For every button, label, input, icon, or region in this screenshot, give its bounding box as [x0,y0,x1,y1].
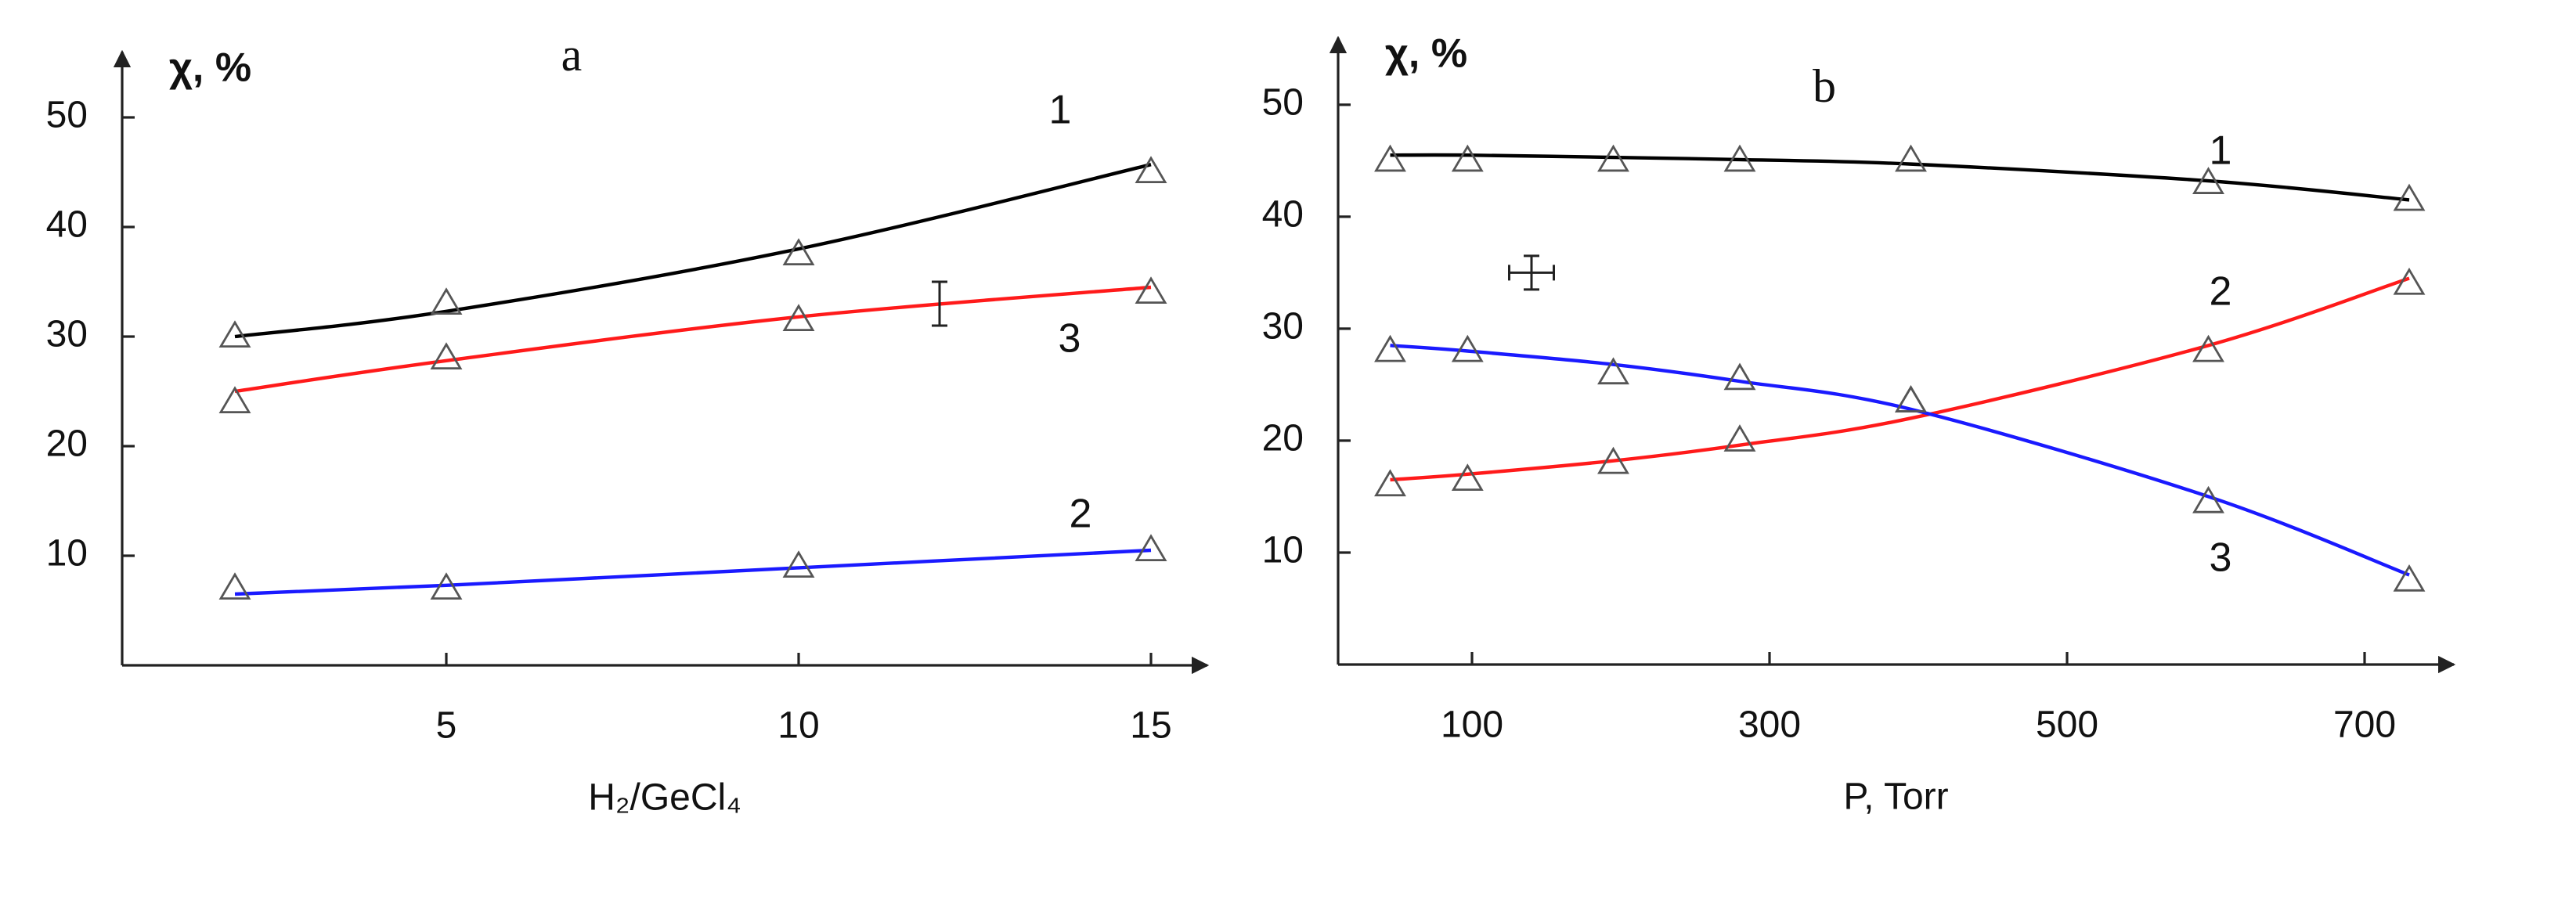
x-tick-label: 300 [1738,704,1801,746]
fit-curve [1390,344,2410,577]
triangle-marker [218,320,251,348]
fit-curve [234,163,1152,339]
triangle-marker [1135,534,1167,561]
triangle-marker [430,287,463,315]
series-label: 1 [2210,128,2232,174]
triangle-marker [1597,446,1629,474]
triangle-marker [1451,463,1484,491]
triangle-marker [1451,144,1484,172]
y-tick-label: 40 [46,204,88,246]
triangle-marker [1895,385,1927,412]
panel-label: a [561,29,583,81]
triangle-marker [1135,156,1167,183]
y-tick-label: 20 [46,423,88,465]
y-tick-label: 10 [46,533,88,575]
triangle-marker [1597,144,1629,172]
triangle-marker [2192,485,2224,513]
error-bar-y [932,280,947,327]
y-tick-label: 50 [1262,81,1304,123]
triangle-marker [1895,144,1927,172]
triangle-marker [430,572,463,600]
triangle-marker [782,304,815,331]
fit-curve [234,285,1152,394]
y-tick-label: 30 [1262,306,1304,348]
triangle-marker [782,550,815,578]
triangle-marker [782,238,815,265]
x-axis-label: H₂/GeCl₄ [588,777,741,819]
x-axis-label: P, Torr [1843,776,1948,818]
y-tick-label: 30 [46,314,88,355]
x-tick-label: 500 [2036,704,2098,746]
triangle-marker [1374,144,1406,172]
panel-label: b [1813,60,1836,112]
x-tick-label: 5 [436,705,457,747]
x-tick-label: 10 [777,705,819,747]
series-label: 1 [1049,88,1072,133]
triangle-marker [218,386,251,413]
y-tick-label: 10 [1262,530,1304,571]
triangle-marker [1597,357,1629,385]
x-tick-label: 700 [2333,704,2396,746]
triangle-marker [1374,469,1406,497]
triangle-marker [430,342,463,369]
y-axis-label: χ, % [169,45,251,91]
fit-curve [1390,153,2410,202]
y-tick-label: 50 [46,95,88,136]
triangle-marker [1723,362,1756,391]
triangle-marker [2393,564,2426,592]
triangle-marker [2192,334,2224,362]
triangle-marker [1135,276,1167,304]
x-tick-label: 15 [1130,705,1171,747]
error-bar-x [1508,265,1555,281]
triangle-marker [1723,424,1756,452]
triangle-marker [1451,334,1484,362]
triangle-marker [2393,183,2426,211]
y-tick-label: 20 [1262,418,1304,459]
series-label: 3 [2210,535,2232,581]
triangle-marker [1723,144,1756,172]
series-label: 2 [1070,492,1092,537]
fit-curve [1390,276,2410,482]
fit-curve [234,548,1152,596]
y-axis-label: χ, % [1385,31,1467,77]
series-label: 2 [2210,269,2232,315]
series-label: 3 [1059,316,1081,362]
triangle-marker [2192,167,2224,194]
y-tick-label: 40 [1262,194,1304,236]
triangle-marker [2393,267,2426,295]
x-tick-label: 100 [1441,704,1503,746]
triangle-marker [218,572,251,600]
triangle-marker [1374,334,1406,362]
